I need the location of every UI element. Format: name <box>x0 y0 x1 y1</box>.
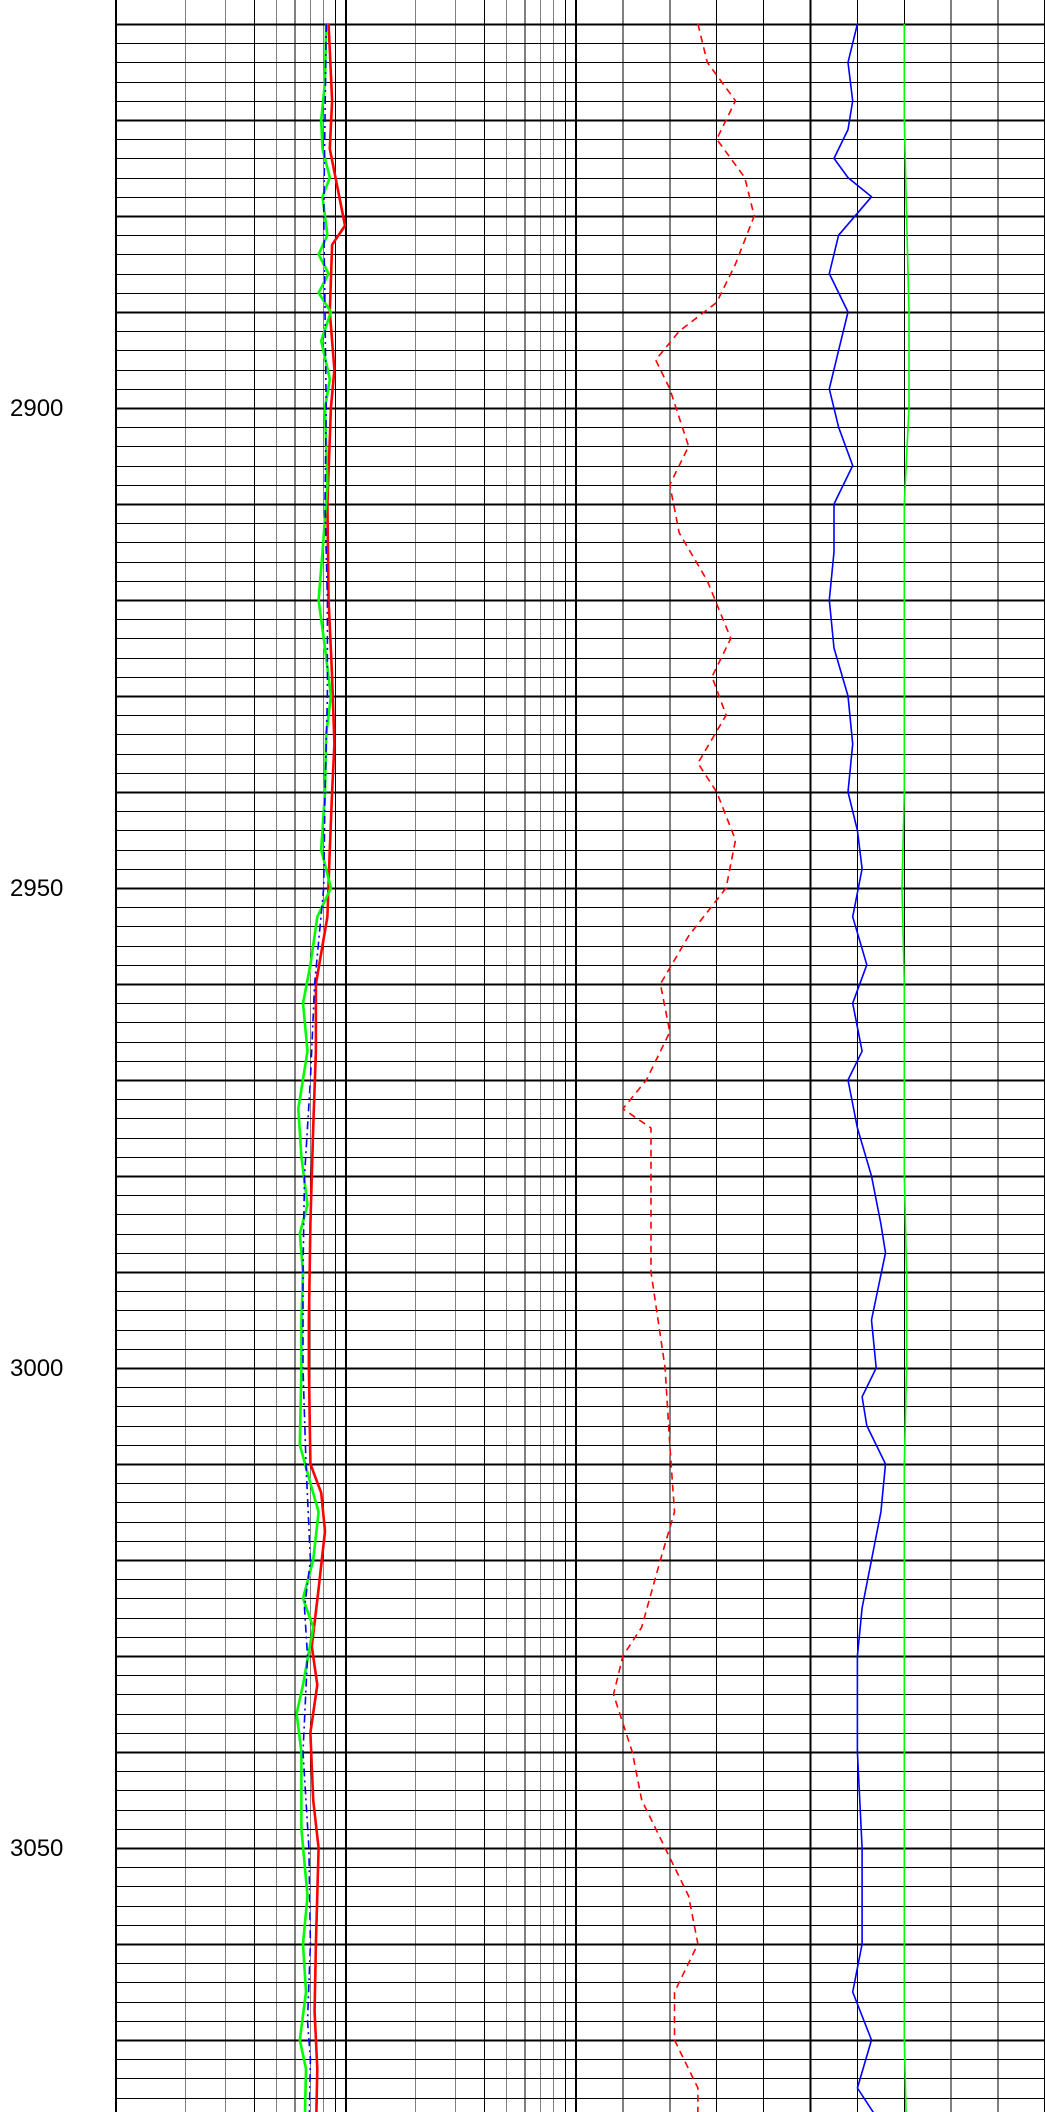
log-curves <box>295 23 910 2112</box>
depth-axis-labels: 2900 2950 3000 3050 <box>10 395 63 1862</box>
depth-tick-label: 3000 <box>10 1355 63 1382</box>
curve-track1-series2 <box>295 23 333 2112</box>
grid-major-lines <box>115 0 1045 2112</box>
depth-tick-label: 2900 <box>10 395 63 422</box>
depth-tick-label: 2950 <box>10 875 63 902</box>
curve-track2-series2 <box>828 23 887 2112</box>
depth-tick-label: 3050 <box>10 1835 63 1862</box>
grid-minor-lines <box>116 0 1045 2112</box>
curve-track1-series1 <box>307 23 347 2112</box>
curve-track2-series3 <box>901 24 910 2112</box>
curve-track2-series1 <box>612 23 755 2112</box>
curve-track1-series3 <box>302 23 329 2112</box>
